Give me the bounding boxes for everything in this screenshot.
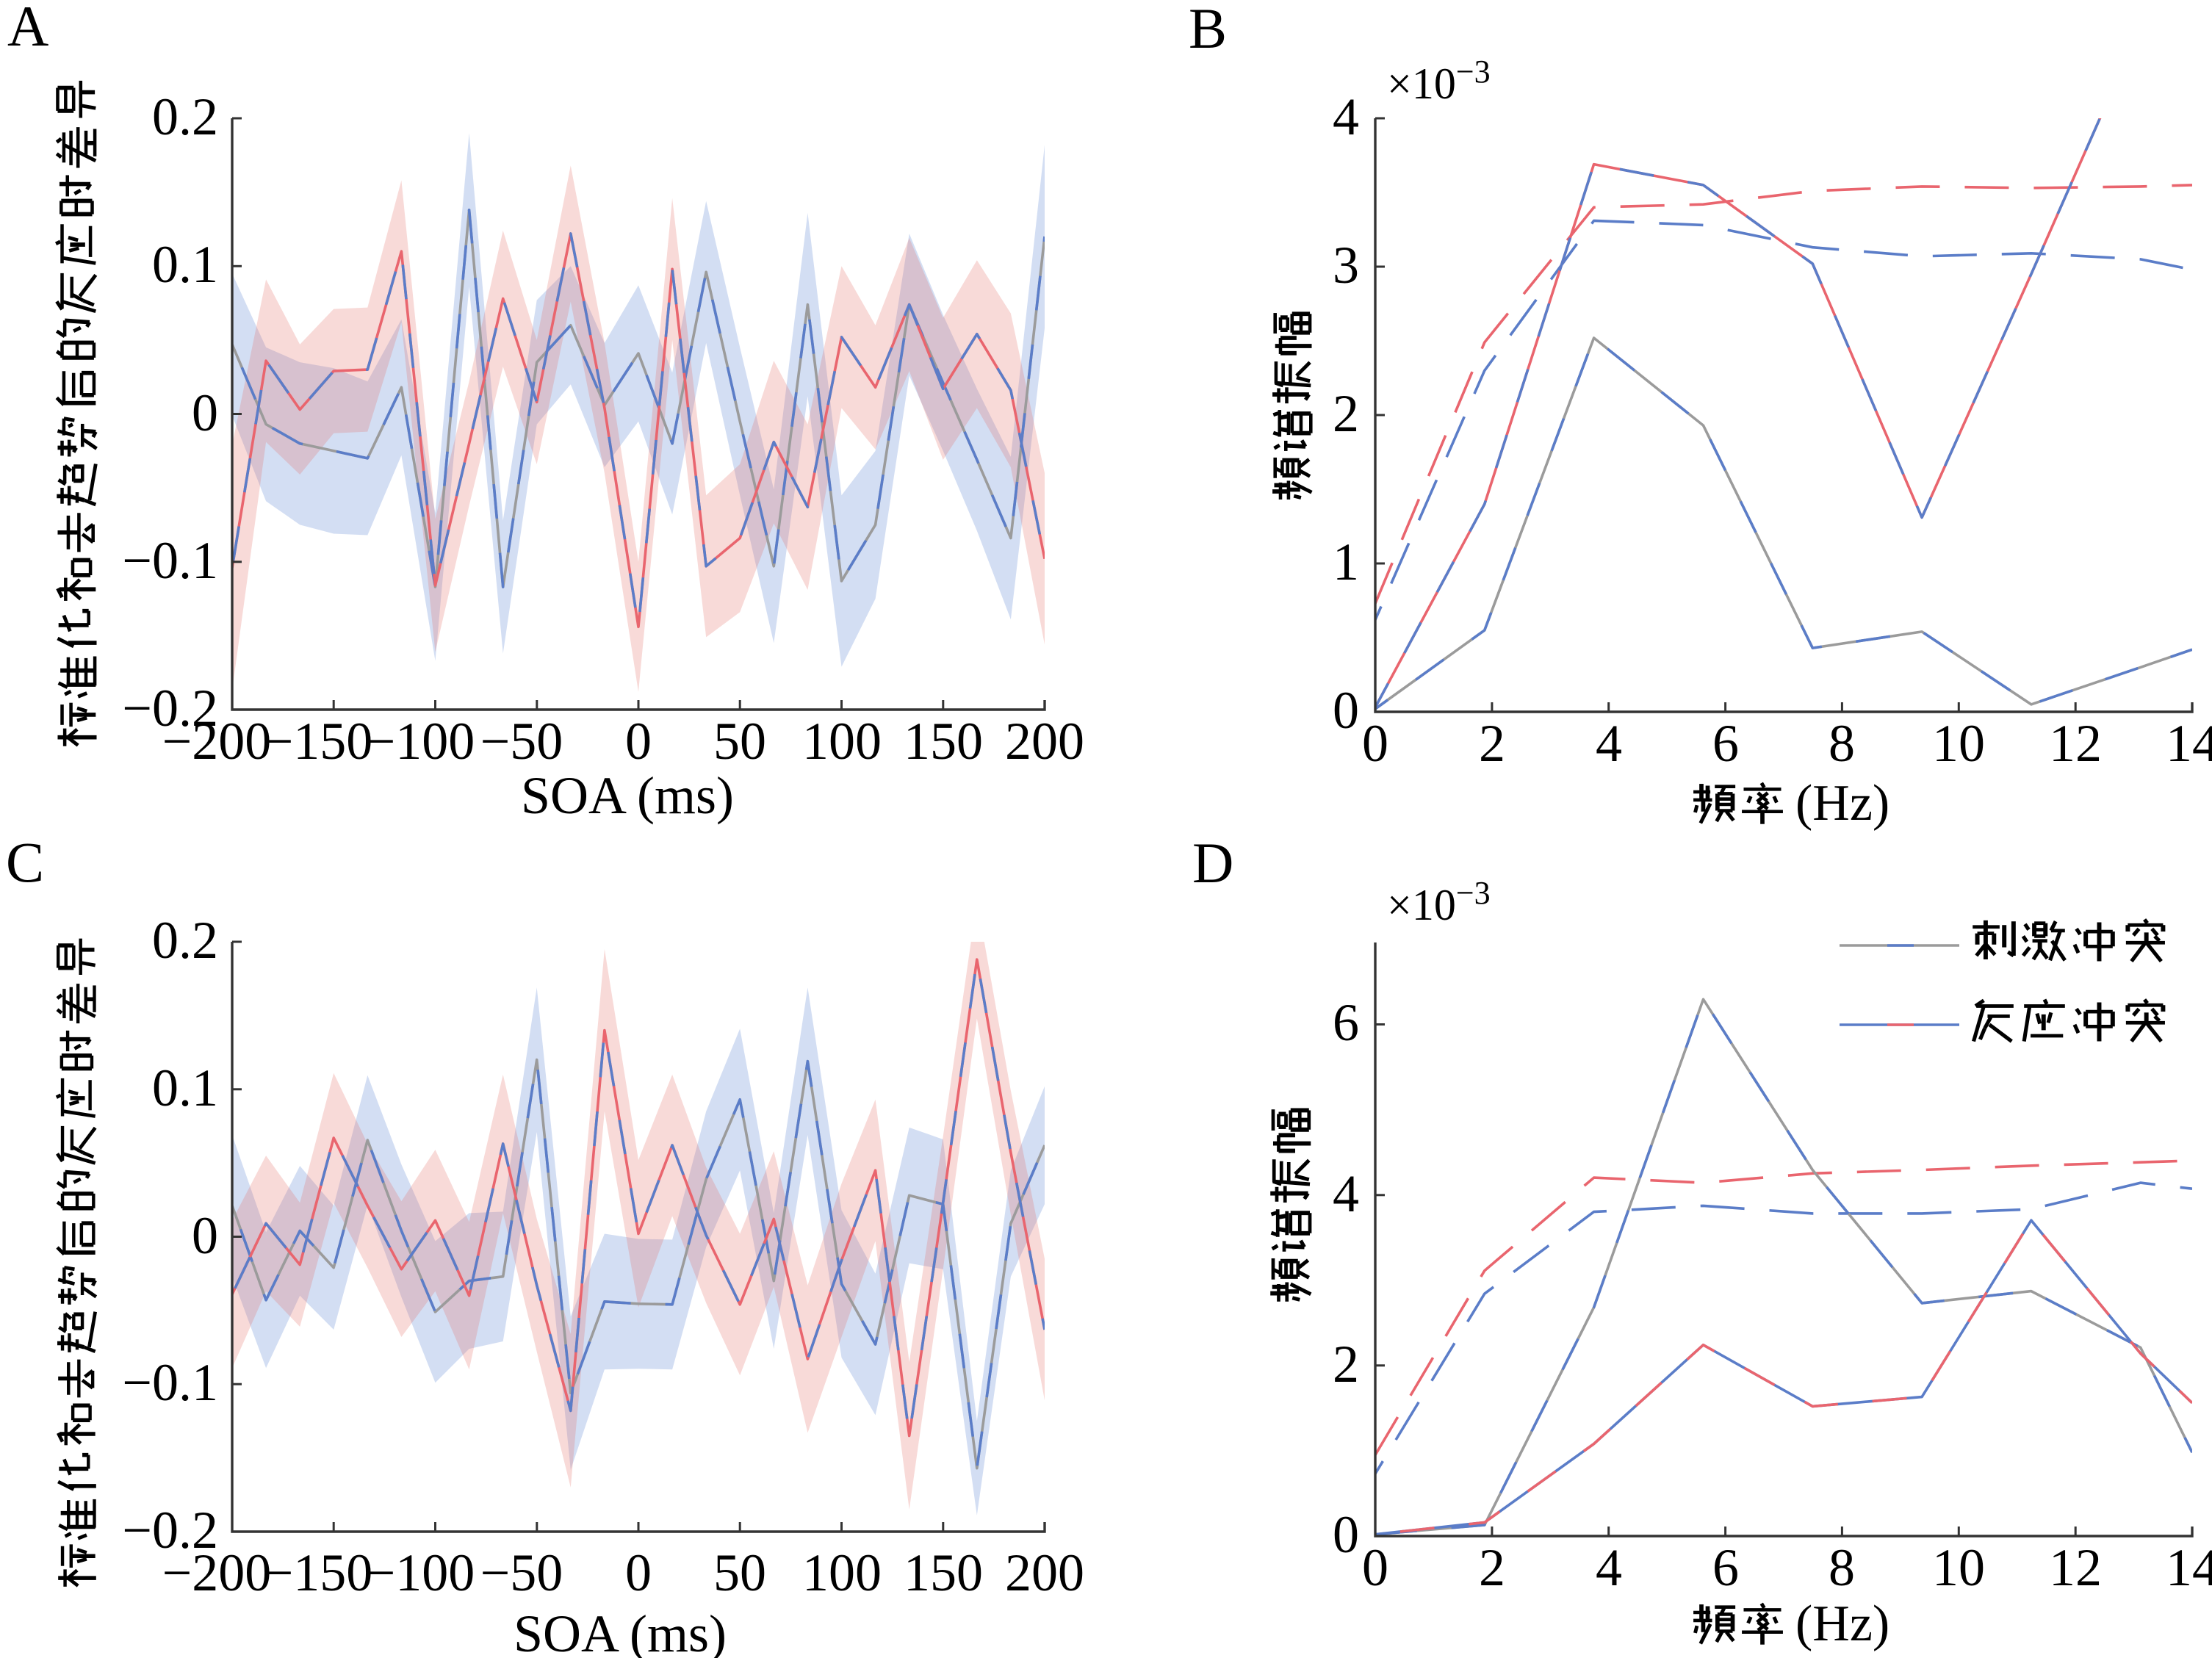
svg-text:(Hz): (Hz) [1795,1596,1889,1652]
svg-text:−150: −150 [264,1543,373,1602]
svg-text:200: 200 [1005,1543,1084,1602]
svg-text:2: 2 [1333,384,1359,443]
svg-text:100: 100 [802,1543,882,1602]
svg-text:12: 12 [2049,714,2102,773]
svg-text:SOA (ms): SOA (ms) [514,1604,727,1658]
svg-text:(Hz): (Hz) [1795,775,1889,832]
svg-text:0: 0 [625,712,652,771]
svg-text:−200: −200 [162,1543,272,1602]
svg-text:4: 4 [1333,1164,1359,1223]
svg-text:4: 4 [1596,714,1622,773]
svg-text:50: 50 [713,712,766,771]
svg-text:0: 0 [625,1543,652,1602]
svg-text:150: 150 [904,1543,983,1602]
svg-text:6: 6 [1333,993,1359,1052]
svg-text:0: 0 [1333,1505,1359,1564]
svg-text:0: 0 [1362,714,1388,773]
svg-text:10: 10 [1932,714,1985,773]
svg-text:6: 6 [1712,714,1739,773]
svg-text:6: 6 [1712,1538,1739,1597]
svg-text:2: 2 [1479,1538,1505,1597]
svg-text:−0.1: −0.1 [122,531,218,590]
svg-text:2: 2 [1479,714,1505,773]
svg-text:14: 14 [2166,714,2212,773]
svg-text:4: 4 [1596,1538,1622,1597]
svg-text:−0.1: −0.1 [122,1353,218,1412]
svg-text:0: 0 [1333,681,1359,740]
svg-text:0.1: 0.1 [152,235,218,294]
svg-text:0.2: 0.2 [152,911,218,970]
svg-text:50: 50 [713,1543,766,1602]
svg-text:A: A [7,0,48,58]
svg-text:0.2: 0.2 [152,87,218,146]
svg-text:×10−3: ×10−3 [1387,54,1491,108]
svg-text:200: 200 [1005,712,1084,771]
svg-text:1: 1 [1333,533,1359,591]
svg-text:0: 0 [192,1206,218,1265]
svg-text:−150: −150 [264,712,373,771]
svg-text:150: 150 [904,712,983,771]
svg-text:0: 0 [192,383,218,442]
svg-text:8: 8 [1829,1538,1855,1597]
svg-text:SOA (ms): SOA (ms) [521,766,734,825]
svg-text:−50: −50 [480,1543,563,1602]
svg-text:100: 100 [802,712,882,771]
svg-text:0.1: 0.1 [152,1059,218,1117]
svg-text:D: D [1192,831,1233,895]
svg-text:−100: −100 [366,1543,475,1602]
svg-text:C: C [6,830,44,894]
svg-text:−0.2: −0.2 [122,1501,218,1560]
svg-text:8: 8 [1829,714,1855,773]
svg-text:0: 0 [1362,1538,1388,1597]
svg-text:−50: −50 [480,712,563,771]
svg-text:2: 2 [1333,1335,1359,1394]
svg-text:10: 10 [1932,1538,1985,1597]
svg-text:−200: −200 [162,712,272,771]
svg-text:4: 4 [1333,87,1359,146]
svg-text:3: 3 [1333,236,1359,295]
svg-text:12: 12 [2049,1538,2102,1597]
svg-text:−0.2: −0.2 [122,679,218,738]
svg-text:14: 14 [2166,1538,2212,1597]
svg-text:−100: −100 [366,712,475,771]
svg-text:B: B [1189,0,1227,60]
